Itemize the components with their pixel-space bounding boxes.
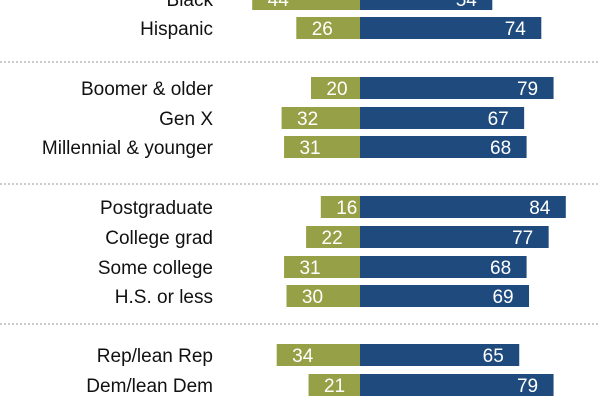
data-label-left: 20 — [326, 79, 347, 100]
data-label-right: 68 — [490, 138, 511, 159]
bar-right — [360, 196, 566, 218]
data-label-right: 77 — [512, 228, 533, 249]
bar-left — [284, 256, 360, 278]
data-label-left: 44 — [268, 0, 290, 11]
data-label-left: 31 — [299, 258, 320, 279]
bar-left — [308, 374, 360, 396]
bar-right — [360, 285, 530, 307]
data-label-right: 65 — [483, 346, 504, 367]
bar-right — [360, 0, 493, 10]
bar-right — [360, 107, 525, 129]
bar-left — [286, 285, 360, 307]
category-label: Boomer & older — [81, 79, 214, 100]
category-label: Black — [167, 0, 214, 11]
data-label-left: 21 — [324, 376, 345, 397]
bar-right — [360, 256, 527, 278]
data-label-left: 32 — [297, 109, 318, 130]
data-label-right: 69 — [492, 287, 513, 308]
data-label-left: 22 — [322, 228, 343, 249]
bar-right — [360, 226, 549, 248]
bar-right — [360, 344, 520, 366]
data-label-right: 68 — [490, 258, 511, 279]
data-label-right: 79 — [517, 79, 538, 100]
data-label-right: 84 — [529, 198, 551, 219]
data-label-left: 31 — [299, 138, 320, 159]
category-label: Dem/lean Dem — [86, 376, 213, 397]
category-label: Hispanic — [140, 19, 213, 40]
bar-right — [360, 136, 527, 158]
bar-right — [360, 77, 554, 99]
bar-left — [320, 196, 360, 218]
data-label-right: 74 — [505, 19, 527, 40]
category-label: Some college — [98, 258, 213, 279]
bar-left — [284, 136, 360, 158]
data-label-right: 67 — [488, 109, 509, 130]
bar-left — [281, 107, 360, 129]
bar-left — [276, 344, 360, 366]
bar-left — [252, 0, 360, 10]
category-label: Postgraduate — [100, 198, 213, 219]
bar-right — [360, 17, 542, 39]
data-label-left: 16 — [336, 198, 357, 219]
category-label: H.S. or less — [115, 287, 213, 308]
data-label-left: 26 — [312, 19, 333, 40]
category-label: Rep/lean Rep — [97, 346, 213, 367]
category-label: College grad — [105, 228, 213, 249]
data-label-right: 79 — [517, 376, 538, 397]
data-label-left: 30 — [302, 287, 323, 308]
data-label-left: 34 — [292, 346, 314, 367]
bar-left — [306, 226, 360, 248]
data-label-right: 54 — [456, 0, 478, 11]
bar-left — [311, 77, 360, 99]
bar-left — [296, 17, 360, 39]
bar-right — [360, 374, 554, 396]
category-label: Gen X — [159, 109, 213, 130]
category-label: Millennial & younger — [42, 138, 214, 159]
